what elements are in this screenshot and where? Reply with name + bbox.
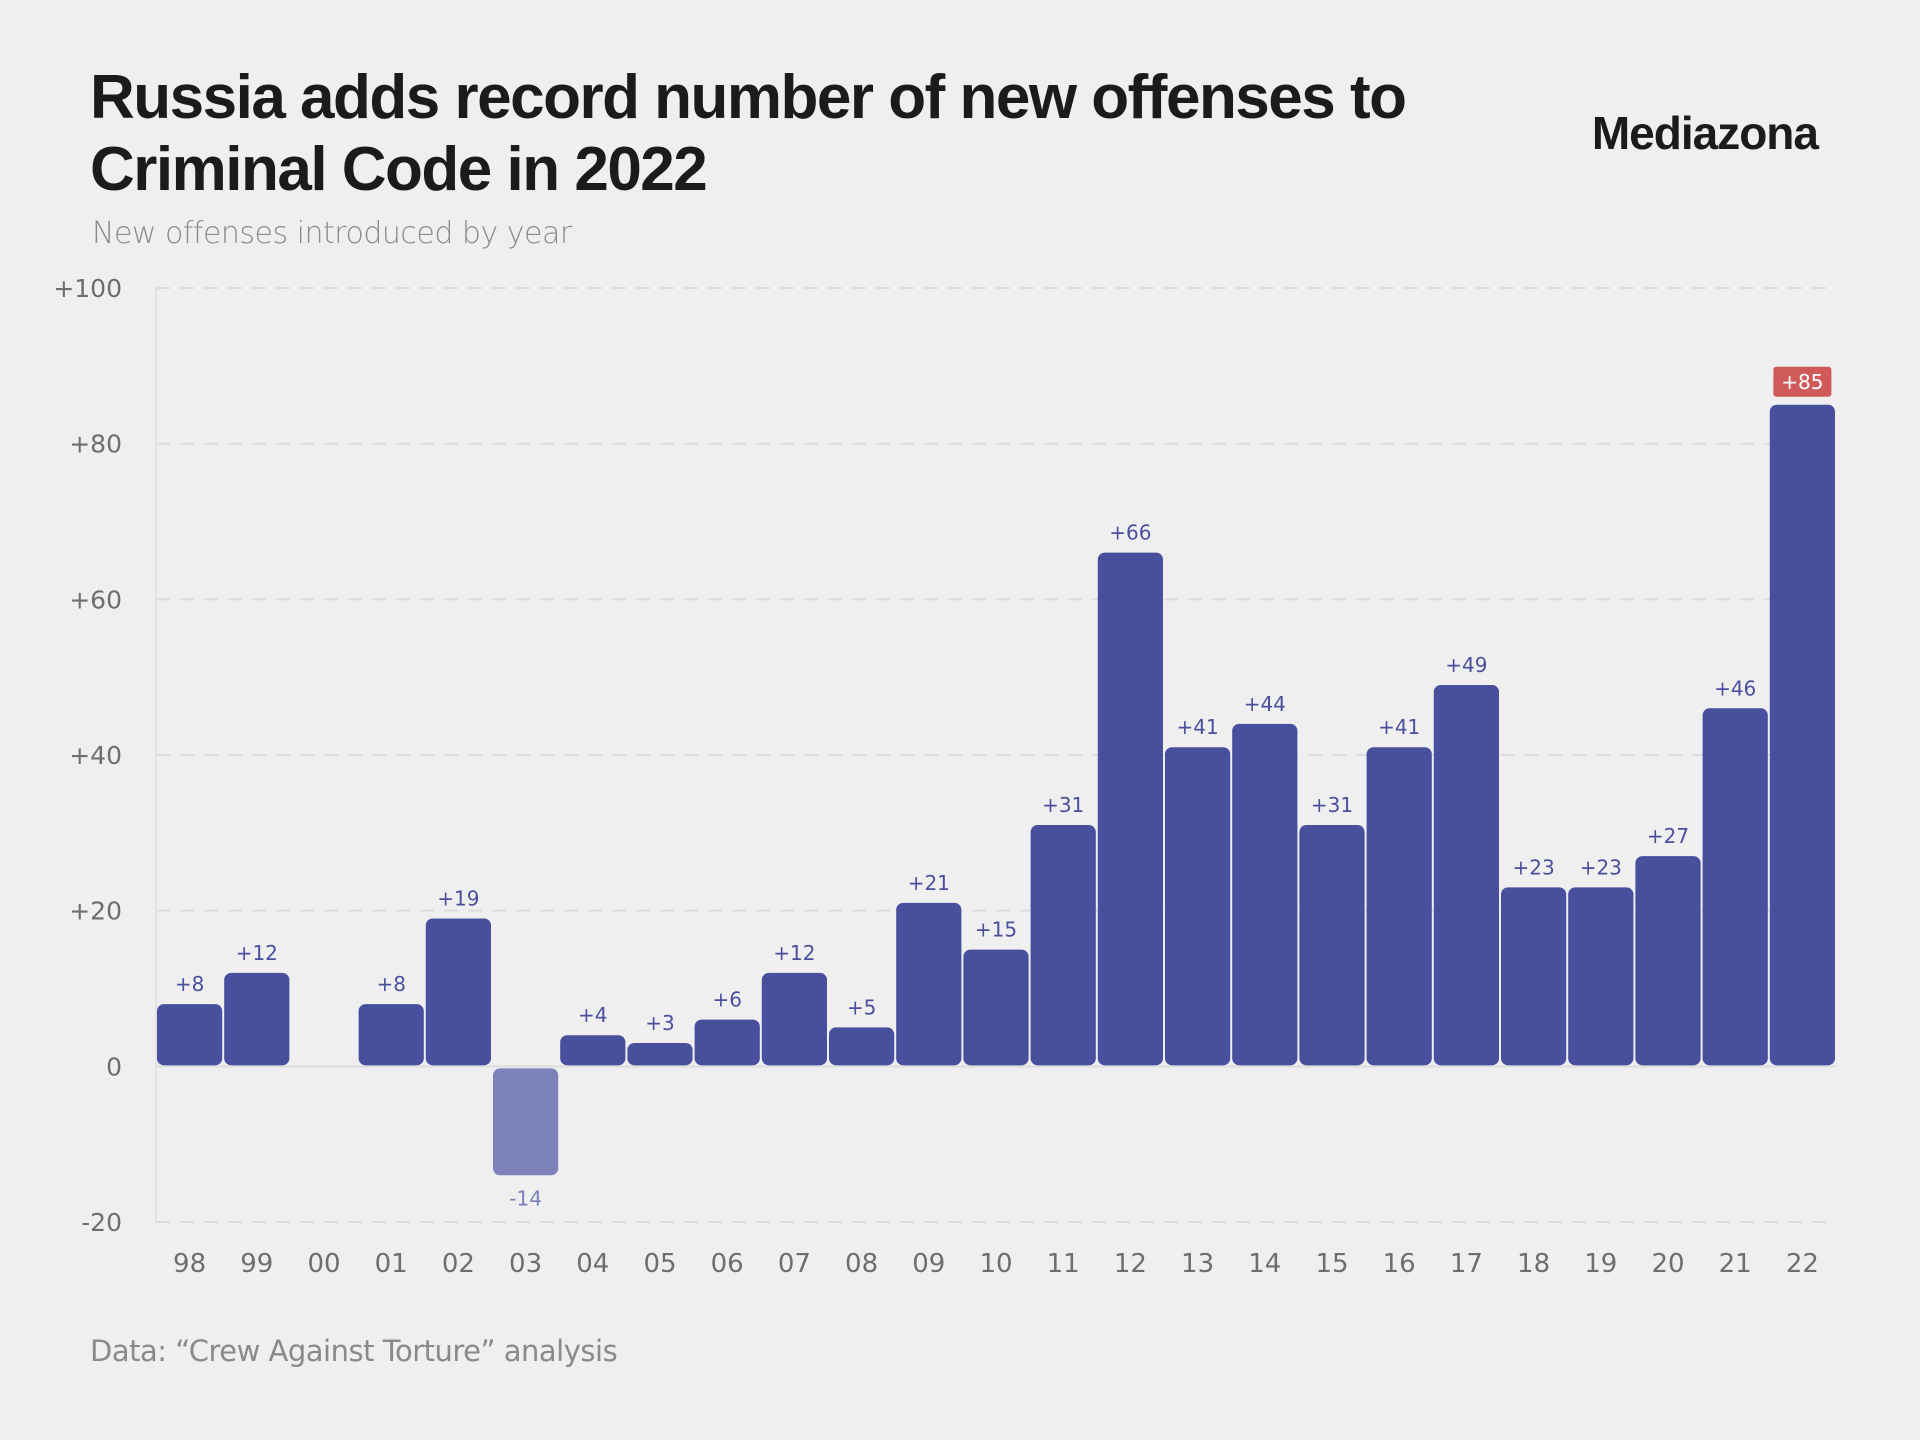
value-label-15: +31 — [1311, 793, 1353, 817]
value-label-16: +41 — [1378, 715, 1420, 739]
y-tick-label: -20 — [81, 1208, 122, 1237]
bar-07 — [761, 972, 827, 1066]
y-tick-label: +100 — [53, 274, 122, 303]
bar-16 — [1366, 747, 1432, 1066]
x-tick-label: 02 — [442, 1249, 475, 1279]
x-axis: 98 99 00 01 02 03 04 05 06 07 08 09 10 11 12 13 14 15 16 17… — [173, 1249, 1819, 1279]
x-tick-label: 12 — [1114, 1249, 1147, 1279]
x-tick-label: 05 — [643, 1249, 676, 1279]
bar-22 — [1769, 404, 1835, 1066]
bar-19 — [1568, 887, 1634, 1066]
x-tick-label: 19 — [1584, 1249, 1617, 1279]
x-tick-label: 03 — [509, 1249, 542, 1279]
value-label-06: +6 — [712, 988, 741, 1012]
chart-title: Russia adds record number of new offense… — [90, 63, 1407, 204]
value-label-05: +3 — [645, 1011, 674, 1035]
bar-08 — [829, 1027, 895, 1066]
y-tick-label: +80 — [69, 430, 122, 459]
y-tick-label: +60 — [69, 585, 122, 614]
value-labels: +8 +12 +8 +19 -14 +4 +3 +6 +12 +5 +21 +15 +31 +66 +41 +… — [175, 366, 1832, 1210]
value-label-11: +31 — [1042, 793, 1084, 817]
bar-13 — [1165, 747, 1231, 1066]
bar-04 — [560, 1035, 626, 1066]
bar-11 — [1030, 825, 1096, 1066]
value-label-09: +21 — [908, 871, 950, 895]
value-label-10: +15 — [975, 918, 1017, 942]
y-tick-label: 0 — [106, 1052, 122, 1081]
x-tick-label: 00 — [307, 1249, 340, 1279]
bar-02 — [425, 918, 491, 1066]
value-label-08: +5 — [847, 995, 876, 1019]
x-tick-label: 98 — [173, 1249, 206, 1279]
x-tick-label: 10 — [979, 1249, 1012, 1279]
bar-01 — [358, 1004, 424, 1066]
x-tick-label: 99 — [240, 1249, 273, 1279]
value-label-19: +23 — [1580, 855, 1622, 879]
x-tick-label: 07 — [778, 1249, 811, 1279]
data-source-note: Data: “Crew Against Torture” analysis — [90, 1334, 618, 1368]
highlight-label-badge — [1773, 366, 1832, 397]
y-tick-label: +20 — [69, 897, 122, 926]
bar-18 — [1501, 887, 1567, 1066]
y-axis: -20 0 +20 +40 +60 +80 +100 — [53, 274, 157, 1237]
x-tick-label: 01 — [375, 1249, 408, 1279]
value-label-98: +8 — [175, 972, 204, 996]
value-label-12: +66 — [1109, 521, 1151, 545]
chart-subtitle: New offenses introduced by year — [92, 216, 572, 251]
bar-03 — [493, 1068, 559, 1176]
x-tick-label: 08 — [845, 1249, 878, 1279]
x-tick-label: 13 — [1181, 1249, 1214, 1279]
value-label-22: +85 — [1781, 370, 1823, 394]
value-label-04: +4 — [578, 1003, 607, 1027]
bar-14 — [1232, 723, 1298, 1066]
x-tick-label: 21 — [1719, 1249, 1752, 1279]
value-label-18: +23 — [1512, 855, 1554, 879]
x-tick-label: 17 — [1450, 1249, 1483, 1279]
bar-20 — [1635, 856, 1701, 1066]
bar-06 — [694, 1019, 760, 1066]
bar-17 — [1433, 684, 1499, 1066]
value-label-99: +12 — [236, 941, 278, 965]
x-tick-label: 20 — [1651, 1249, 1684, 1279]
x-tick-label: 04 — [576, 1249, 609, 1279]
bar-05 — [627, 1042, 693, 1066]
bar-21 — [1702, 708, 1768, 1066]
bar-10 — [963, 949, 1029, 1066]
x-tick-label: 14 — [1248, 1249, 1281, 1279]
x-tick-label: 18 — [1517, 1249, 1550, 1279]
bar-12 — [1097, 552, 1163, 1066]
value-label-07: +12 — [773, 941, 815, 965]
x-tick-label: 22 — [1786, 1249, 1819, 1279]
x-tick-label: 16 — [1383, 1249, 1416, 1279]
value-label-02: +19 — [437, 886, 479, 910]
brand-logo: Mediazona — [1591, 107, 1819, 159]
value-label-17: +49 — [1445, 653, 1487, 677]
value-label-21: +46 — [1714, 676, 1756, 700]
bar-09 — [896, 902, 962, 1066]
value-label-03: -14 — [509, 1186, 542, 1210]
value-label-14: +44 — [1244, 692, 1286, 716]
y-tick-label: +40 — [69, 741, 122, 770]
value-label-01: +8 — [376, 972, 405, 996]
x-tick-label: 09 — [912, 1249, 945, 1279]
x-tick-label: 11 — [1047, 1249, 1080, 1279]
value-label-13: +41 — [1176, 715, 1218, 739]
bar-98 — [157, 1004, 223, 1066]
bar-15 — [1299, 825, 1365, 1066]
x-tick-label: 06 — [711, 1249, 744, 1279]
x-tick-label: 15 — [1315, 1249, 1348, 1279]
bar-99 — [224, 972, 290, 1066]
value-label-20: +27 — [1647, 824, 1689, 848]
gridlines — [156, 287, 1836, 1223]
bars — [157, 404, 1835, 1176]
